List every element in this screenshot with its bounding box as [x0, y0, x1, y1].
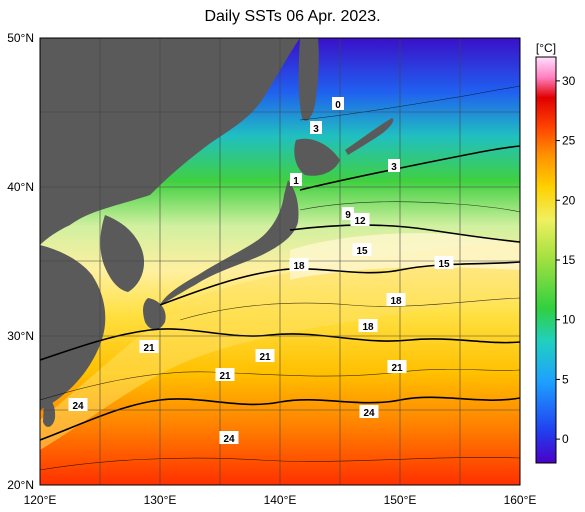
svg-text:18: 18	[390, 296, 402, 307]
isotherm-15	[289, 224, 520, 243]
svg-text:24: 24	[363, 408, 375, 419]
lat-label-50: 50°N	[7, 31, 34, 45]
svg-text:15: 15	[438, 259, 450, 270]
land-china-coast	[40, 245, 106, 410]
map-title: Daily SSTs 06 Apr. 2023.	[204, 8, 381, 25]
svg-text:3: 3	[391, 162, 397, 173]
svg-text:15: 15	[356, 246, 368, 257]
svg-text:18: 18	[362, 322, 374, 333]
lon-label-140: 140°E	[264, 493, 297, 507]
contour-label: 24	[219, 431, 239, 445]
land-taiwan	[43, 398, 56, 427]
latitude-labels: 50°N 40°N 30°N 20°N	[7, 31, 34, 492]
contour-label: 24	[359, 405, 379, 419]
colorbar-tick-label: 30	[562, 74, 576, 88]
svg-text:18: 18	[293, 261, 305, 272]
contour-label: 1	[290, 173, 302, 187]
colorbar-scale	[535, 56, 557, 464]
land-korea	[100, 215, 145, 292]
contour-label: 15	[352, 243, 372, 257]
svg-text:21: 21	[219, 371, 231, 382]
contour-label: 3	[388, 159, 400, 173]
colorbar-tick-label: 5	[562, 372, 569, 386]
colorbar-tick-label: 0	[562, 432, 569, 446]
longitude-labels: 120°E 130°E 140°E 150°E 160°E	[24, 493, 537, 507]
svg-text:12: 12	[354, 216, 366, 227]
contour-label: 3	[310, 121, 322, 135]
map-panel: 0 3 3 1 912 15 15 18 18 18 21 21 21 21 24 24 24	[40, 38, 520, 485]
svg-text:21: 21	[143, 343, 155, 354]
contour-label: 18	[289, 258, 309, 272]
land-sakhalin	[298, 38, 319, 121]
land-hokkaido	[294, 138, 340, 176]
svg-text:21: 21	[391, 363, 403, 374]
pale-band	[290, 233, 520, 280]
contour-label: 18	[386, 293, 406, 307]
colorbar-tick-label: 15	[562, 253, 576, 267]
graticule	[40, 38, 520, 485]
colorbar-unit: [°C]	[536, 41, 556, 55]
lon-label-130: 130°E	[144, 493, 177, 507]
land-honshu	[160, 180, 299, 305]
colorbar-tick-label: 20	[562, 193, 576, 207]
svg-text:24: 24	[72, 401, 84, 412]
contour-label: 21	[215, 368, 235, 382]
map-frame	[39, 37, 521, 486]
contour-label: 18	[358, 319, 378, 333]
colorbar-ticks: 30 25 20 15 10 5 0	[556, 74, 576, 446]
lon-label-120: 120°E	[24, 493, 57, 507]
lat-label-30: 30°N	[7, 329, 34, 343]
isotherm-3	[299, 145, 520, 191]
land-continent	[40, 38, 300, 245]
svg-text:3: 3	[313, 124, 319, 135]
lon-label-150: 150°E	[384, 493, 417, 507]
contour-label: 12	[350, 213, 370, 227]
contour-label: 24	[68, 398, 88, 412]
contour-label: 21	[139, 340, 159, 354]
contour-labels: 0 3 3 1 912 15 15 18 18 18 21 21 21 21 24 24 24	[68, 97, 454, 445]
contour-label: 15	[434, 256, 454, 270]
lat-label-40: 40°N	[7, 180, 34, 194]
svg-text:1: 1	[293, 176, 299, 187]
svg-text:24: 24	[223, 434, 235, 445]
svg-text:21: 21	[259, 352, 271, 363]
minor-contours	[40, 85, 520, 471]
svg-text:0: 0	[335, 100, 341, 111]
contour-label: 21	[387, 360, 407, 374]
contour-label: 21	[255, 349, 275, 363]
svg-text:9: 9	[345, 210, 351, 221]
colorbar-tick-label: 25	[562, 134, 576, 148]
colorbar-tick-label: 10	[562, 313, 576, 327]
lat-label-20: 20°N	[7, 478, 34, 492]
lon-label-160: 160°E	[504, 493, 537, 507]
colorbar: [°C] 30 25 20 15 10 5 0	[535, 41, 576, 464]
land-kuril-islands	[345, 118, 394, 155]
contour-label: 0	[332, 97, 344, 111]
